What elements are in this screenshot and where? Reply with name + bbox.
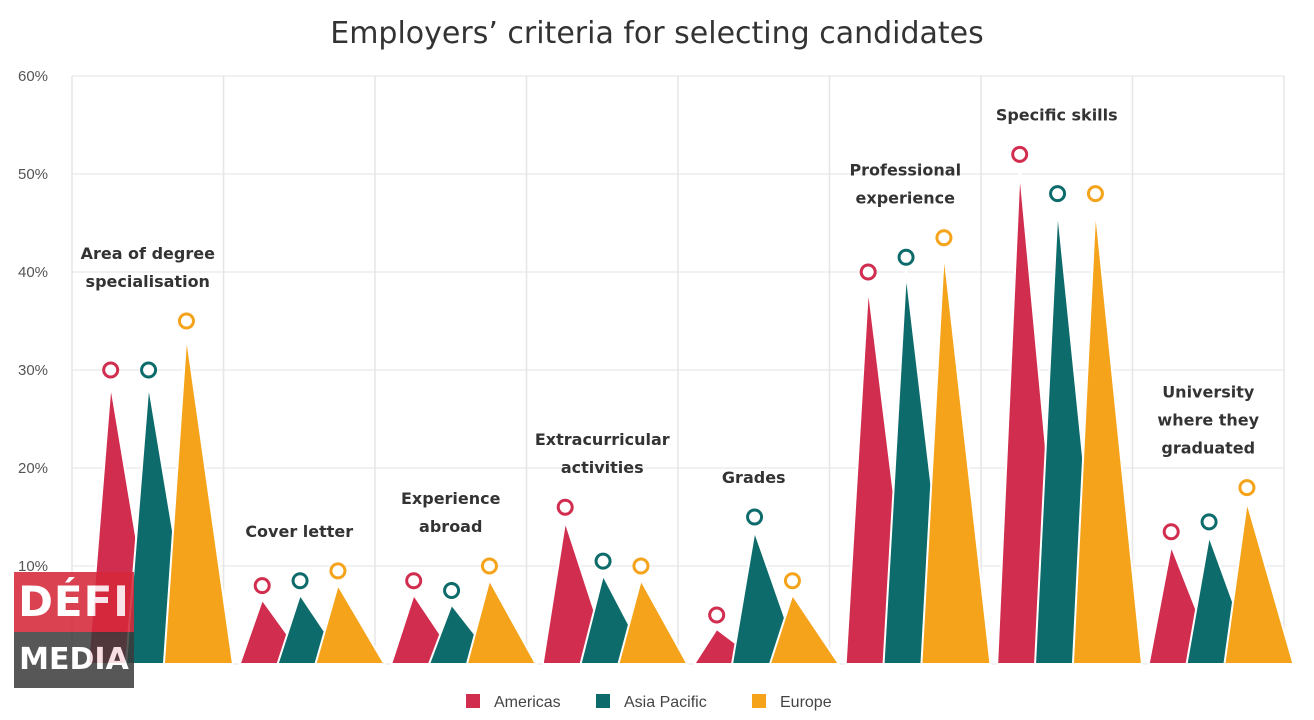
y-tick-label: 50%	[18, 166, 48, 183]
watermark-top: DÉFI	[14, 572, 134, 632]
peak-europe	[465, 577, 538, 665]
legend-swatch	[752, 694, 766, 708]
category-label: Specific skills	[996, 105, 1118, 124]
legend-label: Asia Pacific	[624, 694, 707, 711]
marker-americas	[1011, 145, 1029, 163]
marker-americas	[859, 263, 877, 281]
label-layer: Area of degree specialisation Cover letter…	[81, 105, 1260, 541]
category-label: specialisation	[86, 272, 210, 291]
category-label: graduated	[1161, 439, 1255, 458]
category-label: Cover letter	[245, 522, 353, 541]
marker-americas	[102, 361, 120, 379]
marker-americas	[405, 572, 423, 590]
marker-asia-pacific	[1200, 513, 1218, 531]
category-label: activities	[561, 458, 644, 477]
legend-label: Europe	[780, 694, 832, 711]
marker-asia-pacific	[291, 572, 309, 590]
marker-asia-pacific	[443, 582, 461, 599]
marker-asia-pacific	[594, 552, 612, 570]
legend-swatch	[596, 694, 610, 708]
chart-title: Employers’ criteria for selecting candid…	[330, 16, 984, 51]
marker-asia-pacific	[746, 508, 764, 526]
category-label: abroad	[419, 517, 482, 536]
peak-europe	[1223, 501, 1295, 665]
peak-europe	[768, 592, 841, 665]
legend-label: Americas	[494, 694, 561, 711]
watermark-bottom: MEDIA	[14, 632, 134, 688]
legend: Americas Asia Pacific Europe	[466, 694, 832, 711]
category-label: experience	[856, 189, 956, 208]
watermark-logo: DÉFI MEDIA	[14, 572, 134, 690]
marker-europe	[632, 557, 650, 575]
marker-americas	[556, 498, 574, 516]
marker-europe	[1086, 185, 1104, 203]
marker-europe	[935, 229, 953, 247]
marks-layer	[87, 145, 1295, 665]
marker-europe	[329, 562, 347, 580]
y-tick-label: 30%	[18, 362, 48, 379]
y-tick-label: 20%	[18, 460, 48, 477]
peak-europe	[1071, 207, 1144, 665]
category-label: Area of degree	[81, 244, 216, 263]
y-tick-label: 10%	[18, 558, 48, 575]
category-label: Experience	[401, 489, 501, 508]
y-tick-label: 60%	[18, 68, 48, 85]
marker-asia-pacific	[1049, 185, 1067, 203]
peak-europe	[162, 334, 235, 665]
category-label: University	[1162, 383, 1255, 402]
category-label: where they	[1157, 411, 1259, 430]
y-tick-label: 40%	[18, 264, 48, 281]
peak-europe	[617, 577, 690, 665]
marker-americas	[708, 606, 726, 624]
marker-europe	[783, 572, 801, 590]
category-label: Grades	[722, 468, 786, 487]
marker-europe	[1238, 479, 1256, 497]
peak-europe	[314, 582, 387, 665]
legend-swatch	[466, 694, 480, 708]
marker-asia-pacific	[897, 248, 915, 266]
marker-americas	[1162, 523, 1180, 541]
marker-europe	[177, 312, 195, 330]
grid-layer: 60% 50% 40% 30% 20% 10%	[18, 68, 1285, 665]
marker-americas	[253, 577, 271, 595]
category-label: Professional	[849, 161, 961, 180]
marker-asia-pacific	[140, 361, 158, 379]
marker-europe	[480, 557, 498, 575]
category-label: Extracurricular	[535, 430, 670, 449]
peak-europe	[920, 251, 992, 665]
